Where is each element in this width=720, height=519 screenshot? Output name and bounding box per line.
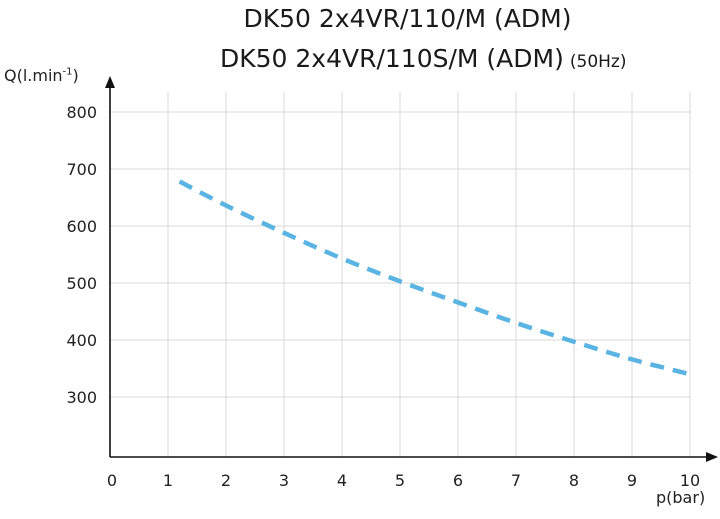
y-tick-label-800: 800 (66, 103, 97, 122)
x-tick-label-3: 3 (279, 471, 289, 490)
y-tick-label-400: 400 (66, 331, 97, 350)
x-tick-label-6: 6 (453, 471, 463, 490)
chart-title-line1: DK50 2x4VR/110/M (ADM) (243, 4, 572, 33)
x-tick-label-0: 0 (107, 471, 117, 490)
x-tick-label-1: 1 (163, 471, 173, 490)
y-axis-label: Q(l.min-1) (4, 66, 79, 85)
x-tick-label-2: 2 (221, 471, 231, 490)
x-axis-arrow (706, 452, 718, 462)
series-line-0 (178, 179, 691, 377)
y-tick-label-700: 700 (66, 160, 97, 179)
x-tick-label-5: 5 (395, 471, 405, 490)
x-tick-label-8: 8 (569, 471, 579, 490)
x-tick-label-10: 10 (680, 471, 700, 490)
chart-title-line2: DK50 2x4VR/110S/M (ADM) (50Hz) (220, 44, 626, 73)
chart-title-line2-model: DK50 2x4VR/110S/M (ADM) (220, 44, 564, 73)
y-tick-label-500: 500 (66, 274, 97, 293)
x-tick-label-9: 9 (627, 471, 637, 490)
chart-title-frequency: (50Hz) (569, 52, 627, 72)
x-axis-label: p(bar) (656, 488, 706, 507)
x-tick-label-7: 7 (511, 471, 521, 490)
y-tick-label-300: 300 (66, 388, 97, 407)
y-axis-arrow (105, 76, 115, 88)
x-tick-label-4: 4 (337, 471, 347, 490)
y-tick-label-600: 600 (66, 217, 97, 236)
